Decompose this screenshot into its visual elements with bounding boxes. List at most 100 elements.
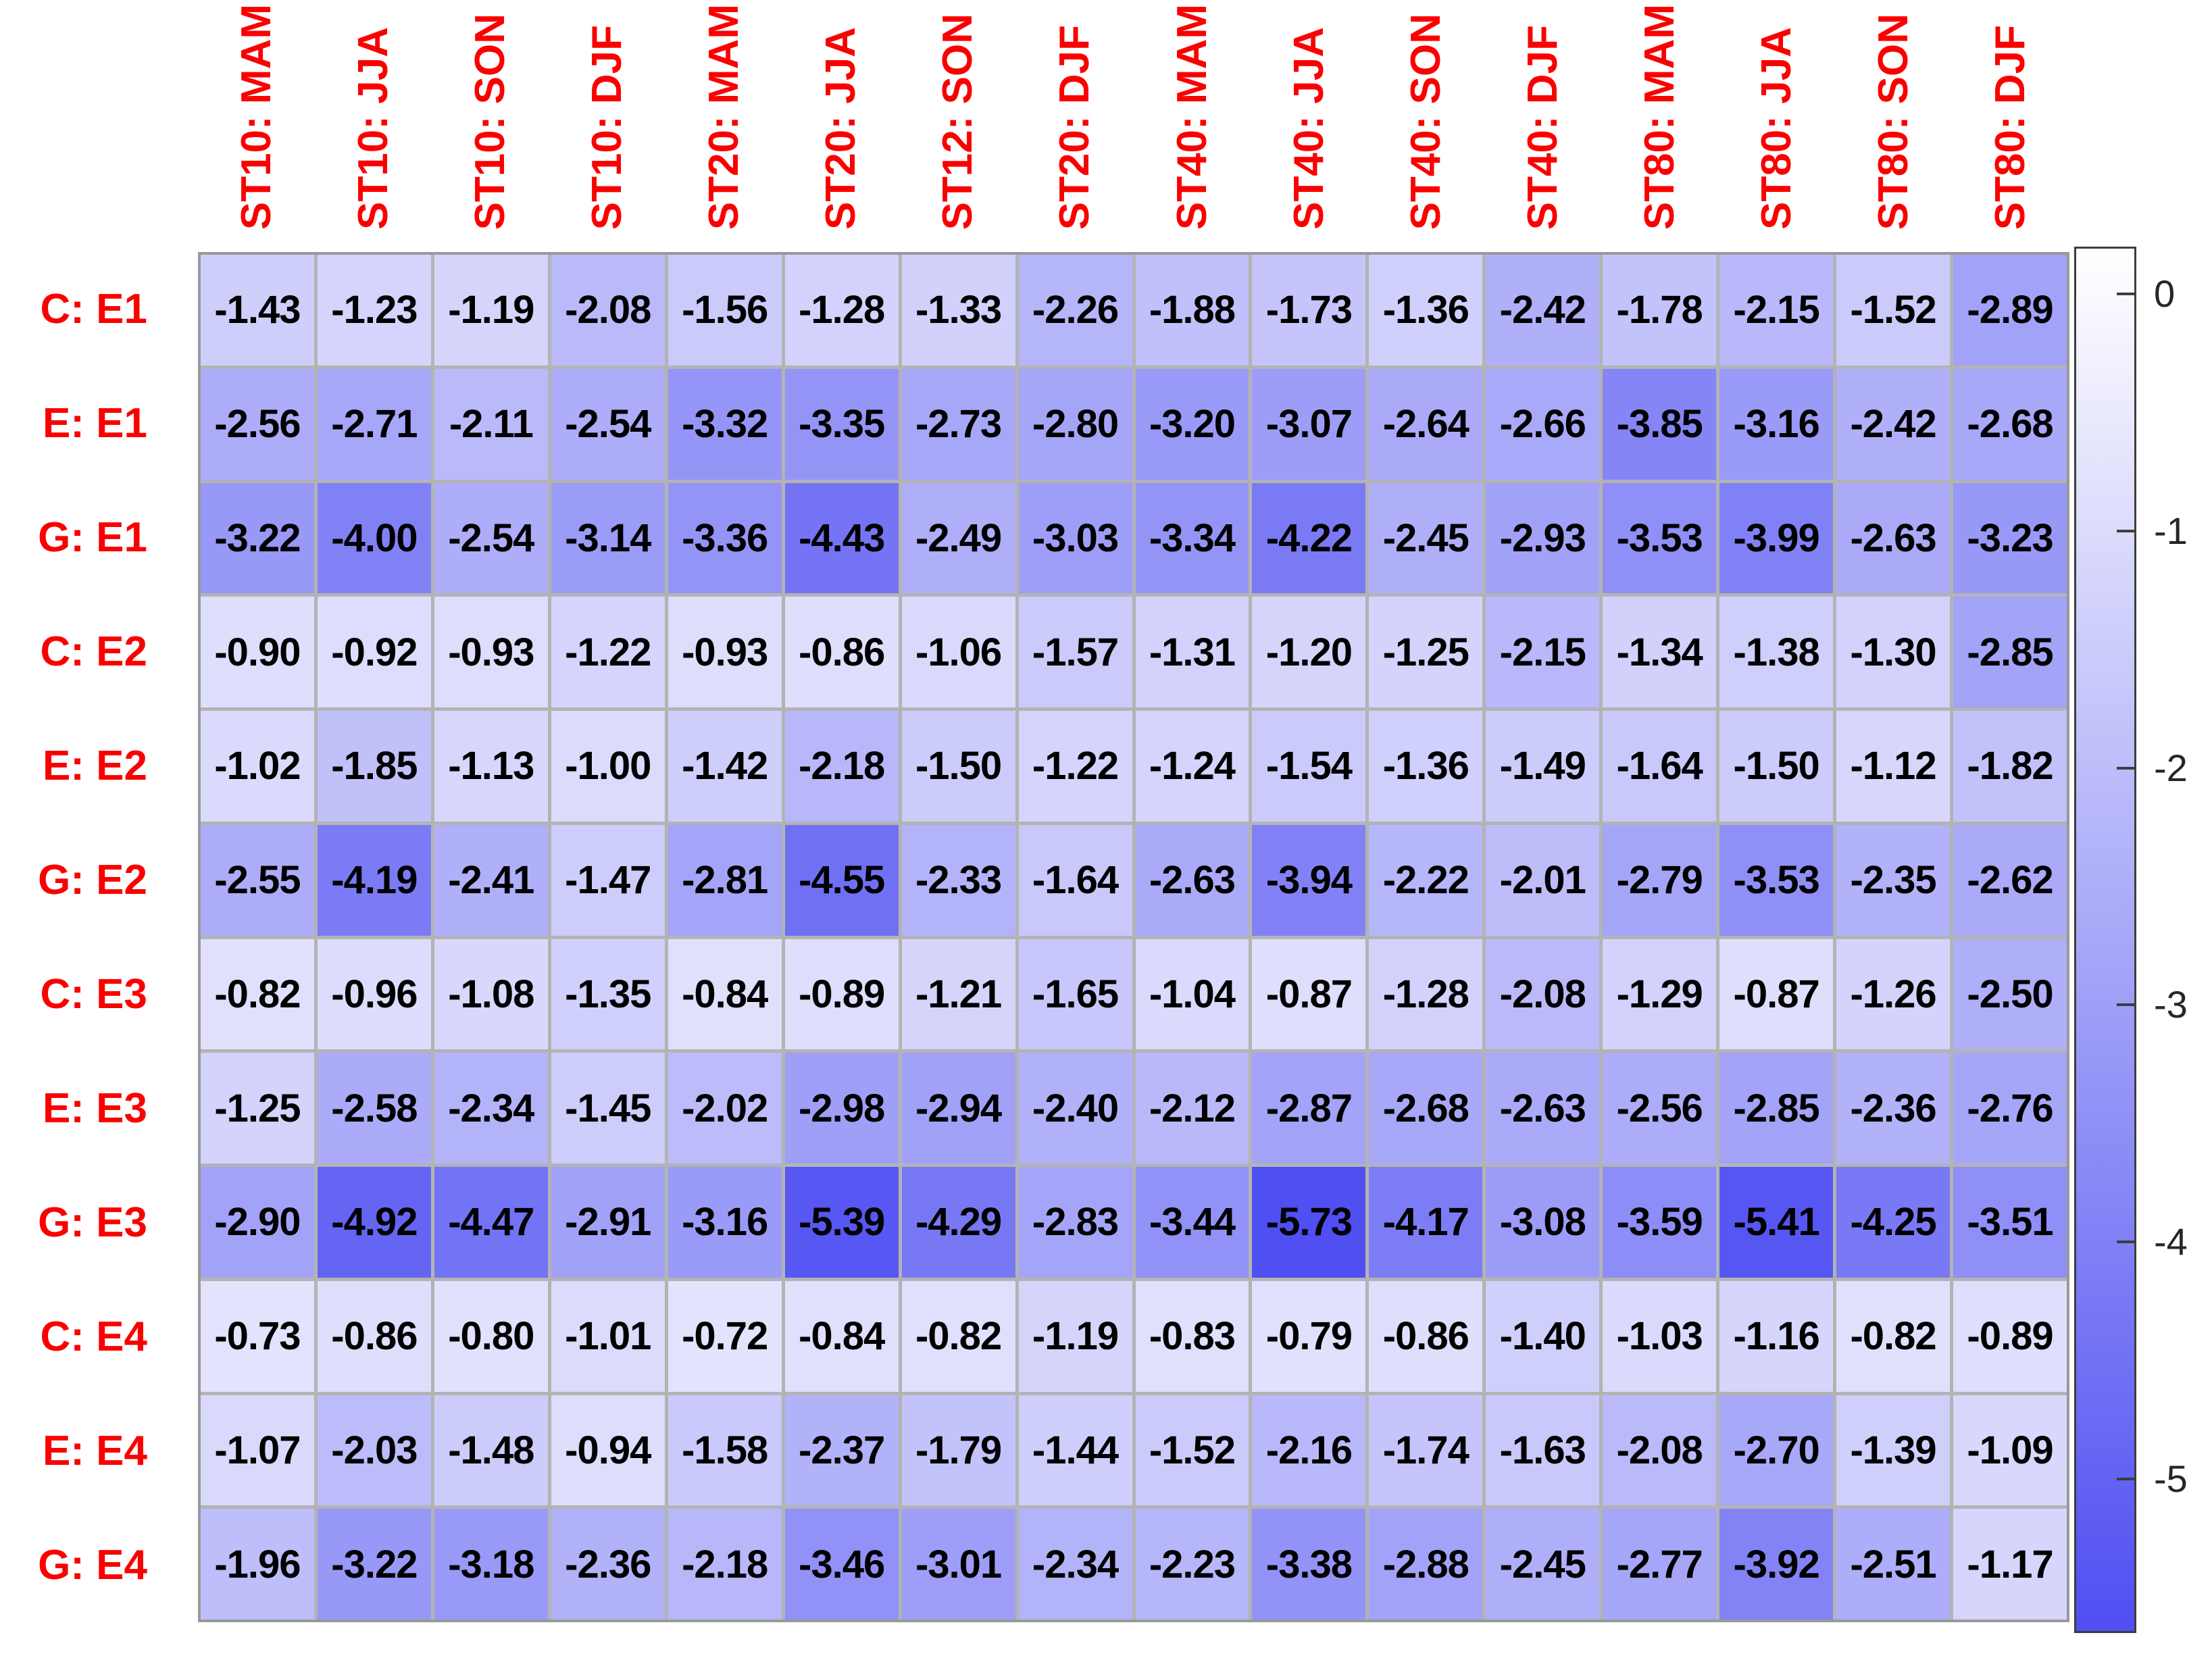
heatmap-cell-G: E1-ST12: SON: -2.49	[901, 482, 1015, 594]
heatmap-cell-G: E2-ST12: SON: -2.33	[901, 824, 1015, 936]
heatmap-cell-G: E3-ST20: JJA: -5.39	[784, 1167, 899, 1278]
heatmap-cell-E: E2-ST40: MAM: -1.24	[1135, 711, 1249, 822]
heatmap-cell-G: E1-ST10: MAM: -3.22	[201, 482, 314, 594]
heatmap-cell-C: E1-ST80: DJF: -2.89	[1953, 255, 2067, 366]
heatmap-cell-C: E3-ST10: SON: -1.08	[434, 938, 548, 1050]
row-label-E: E3: E: E3	[42, 1084, 147, 1132]
colorbar-tick-label-0: 0	[2154, 272, 2176, 316]
heatmap-cell-G: E3-ST20: MAM: -3.16	[668, 1167, 782, 1278]
heatmap-cell-E: E2-ST10: JJA: -1.85	[317, 711, 431, 822]
heatmap-cell-C: E4-ST80: JJA: -1.16	[1719, 1280, 1834, 1392]
heatmap-cell-E: E2-ST20: JJA: -2.18	[784, 711, 899, 822]
heatmap-cell-E: E2-ST80: JJA: -1.50	[1719, 711, 1834, 822]
heatmap-cell-E: E1-ST80: MAM: -3.85	[1603, 368, 1717, 480]
row-label-E: E1: E: E1	[42, 399, 147, 447]
heatmap-cell-G: E2-ST10: JJA: -4.19	[317, 824, 431, 936]
heatmap-cell-E: E4-ST12: SON: -1.79	[901, 1395, 1015, 1506]
heatmap-cell-C: E4-ST40: MAM: -0.83	[1135, 1280, 1249, 1392]
heatmap-cell-G: E1-ST20: JJA: -4.43	[784, 482, 899, 594]
heatmap-cell-C: E2-ST20: MAM: -0.93	[668, 597, 782, 707]
heatmap-cell-G: E2-ST20: MAM: -2.81	[668, 824, 782, 936]
heatmap-cell-G: E3-ST40: JJA: -5.73	[1252, 1167, 1366, 1278]
heatmap-cell-C: E2-ST10: SON: -0.93	[434, 597, 548, 707]
row-label-C: E1: C: E1	[40, 285, 147, 332]
heatmap-cell-E: E1-ST10: DJF: -2.54	[551, 368, 665, 480]
heatmap-cell-E: E4-ST40: SON: -1.74	[1369, 1395, 1483, 1506]
column-label-ST20: JJA: ST20: JJA	[818, 27, 865, 230]
row-label-C: E3: C: E3	[40, 970, 147, 1018]
heatmap-cell-E: E1-ST40: DJF: -2.66	[1486, 368, 1600, 480]
heatmap-cell-G: E1-ST40: JJA: -4.22	[1252, 482, 1366, 594]
heatmap-cell-C: E4-ST20: JJA: -0.84	[784, 1280, 899, 1392]
heatmap-cell-G: E2-ST10: DJF: -1.47	[551, 824, 665, 936]
column-label-ST80: SON: ST80: SON	[1870, 13, 1917, 230]
heatmap-cell-C: E1-ST80: SON: -1.52	[1836, 255, 1951, 366]
heatmap-cell-G: E2-ST20: JJA: -4.55	[784, 824, 899, 936]
heatmap-cell-C: E1-ST20: DJF: -2.26	[1018, 255, 1132, 366]
heatmap-cell-E: E2-ST40: SON: -1.36	[1369, 711, 1483, 822]
heatmap-cell-G: E3-ST40: DJF: -3.08	[1486, 1167, 1600, 1278]
heatmap-cell-C: E4-ST40: DJF: -1.40	[1486, 1280, 1600, 1392]
heatmap-cell-C: E4-ST80: MAM: -1.03	[1603, 1280, 1717, 1392]
colorbar-tick-label--5: -5	[2154, 1457, 2188, 1500]
colorbar-tick-label--3: -3	[2154, 983, 2188, 1026]
heatmap-cell-E: E3-ST40: JJA: -2.87	[1252, 1053, 1366, 1163]
heatmap-cell-C: E1-ST80: JJA: -2.15	[1719, 255, 1834, 366]
heatmap-cell-E: E1-ST40: MAM: -3.20	[1135, 368, 1249, 480]
heatmap-cell-E: E4-ST80: MAM: -2.08	[1603, 1395, 1717, 1506]
heatmap-cell-C: E2-ST80: JJA: -1.38	[1719, 597, 1834, 707]
heatmap-cell-G: E4-ST10: SON: -3.18	[434, 1509, 548, 1620]
heatmap-cell-G: E4-ST80: SON: -2.51	[1836, 1509, 1951, 1620]
heatmap-cell-E: E4-ST20: JJA: -2.37	[784, 1395, 899, 1506]
heatmap-cell-C: E1-ST20: MAM: -1.56	[668, 255, 782, 366]
colorbar-tick	[2117, 529, 2134, 532]
heatmap-cell-E: E3-ST10: JJA: -2.58	[317, 1053, 431, 1163]
heatmap-cell-G: E1-ST10: SON: -2.54	[434, 482, 548, 594]
heatmap-cell-E: E4-ST80: JJA: -2.70	[1719, 1395, 1834, 1506]
heatmap-cell-E: E4-ST80: SON: -1.39	[1836, 1395, 1951, 1506]
heatmap-cell-E: E4-ST10: MAM: -1.07	[201, 1395, 314, 1506]
heatmap-cell-G: E4-ST20: DJF: -2.34	[1018, 1509, 1132, 1620]
heatmap-cell-G: E4-ST80: MAM: -2.77	[1603, 1509, 1717, 1620]
heatmap-cell-C: E3-ST40: SON: -1.28	[1369, 938, 1483, 1050]
column-label-ST10: JJA: ST10: JJA	[349, 27, 397, 230]
heatmap-cell-C: E2-ST20: JJA: -0.86	[784, 597, 899, 707]
heatmap-cell-E: E2-ST20: DJF: -1.22	[1018, 711, 1132, 822]
column-label-ST80: DJF: ST80: DJF	[1987, 24, 2034, 230]
heatmap-cell-C: E1-ST40: SON: -1.36	[1369, 255, 1483, 366]
heatmap-cell-G: E2-ST40: MAM: -2.63	[1135, 824, 1249, 936]
heatmap-cell-C: E3-ST12: SON: -1.21	[901, 938, 1015, 1050]
heatmap-cell-E: E2-ST12: SON: -1.50	[901, 711, 1015, 822]
heatmap-cell-G: E3-ST40: MAM: -3.44	[1135, 1167, 1249, 1278]
heatmap-cell-C: E4-ST10: JJA: -0.86	[317, 1280, 431, 1392]
heatmap-cell-C: E4-ST80: DJF: -0.89	[1953, 1280, 2067, 1392]
column-label-ST40: SON: ST40: SON	[1402, 13, 1449, 230]
heatmap-cell-E: E4-ST10: JJA: -2.03	[317, 1395, 431, 1506]
heatmap-cell-G: E3-ST40: SON: -4.17	[1369, 1167, 1483, 1278]
heatmap-cell-G: E2-ST80: JJA: -3.53	[1719, 824, 1834, 936]
column-label-ST40: MAM: ST40: MAM	[1168, 3, 1215, 230]
heatmap-cell-C: E2-ST40: MAM: -1.31	[1135, 597, 1249, 707]
heatmap-cell-E: E1-ST10: MAM: -2.56	[201, 368, 314, 480]
row-label-G: E4: G: E4	[38, 1541, 147, 1588]
heatmap-cell-C: E2-ST12: SON: -1.06	[901, 597, 1015, 707]
row-label-G: E2: G: E2	[38, 856, 147, 903]
heatmap-cell-E: E3-ST40: MAM: -2.12	[1135, 1053, 1249, 1163]
heatmap-cell-E: E3-ST10: DJF: -1.45	[551, 1053, 665, 1163]
heatmap-cell-G: E3-ST12: SON: -4.29	[901, 1167, 1015, 1278]
row-label-C: E4: C: E4	[40, 1313, 147, 1360]
heatmap-cell-E: E2-ST40: DJF: -1.49	[1486, 711, 1600, 822]
heatmap-cell-E: E3-ST10: MAM: -1.25	[201, 1053, 314, 1163]
heatmap-cell-G: E4-ST20: MAM: -2.18	[668, 1509, 782, 1620]
heatmap-cell-C: E1-ST12: SON: -1.33	[901, 255, 1015, 366]
heatmap-cell-G: E1-ST10: JJA: -4.00	[317, 482, 431, 594]
colorbar-tick-label--2: -2	[2154, 746, 2188, 789]
heatmap-cell-C: E1-ST20: JJA: -1.28	[784, 255, 899, 366]
heatmap-cell-C: E2-ST20: DJF: -1.57	[1018, 597, 1132, 707]
heatmap-cell-G: E4-ST10: MAM: -1.96	[201, 1509, 314, 1620]
heatmap-cell-E: E4-ST40: DJF: -1.63	[1486, 1395, 1600, 1506]
heatmap-cell-E: E1-ST80: JJA: -3.16	[1719, 368, 1834, 480]
colorbar-tick-label--1: -1	[2154, 509, 2188, 552]
column-label-ST10: MAM: ST10: MAM	[232, 3, 280, 230]
heatmap-cell-C: E4-ST40: JJA: -0.79	[1252, 1280, 1366, 1392]
